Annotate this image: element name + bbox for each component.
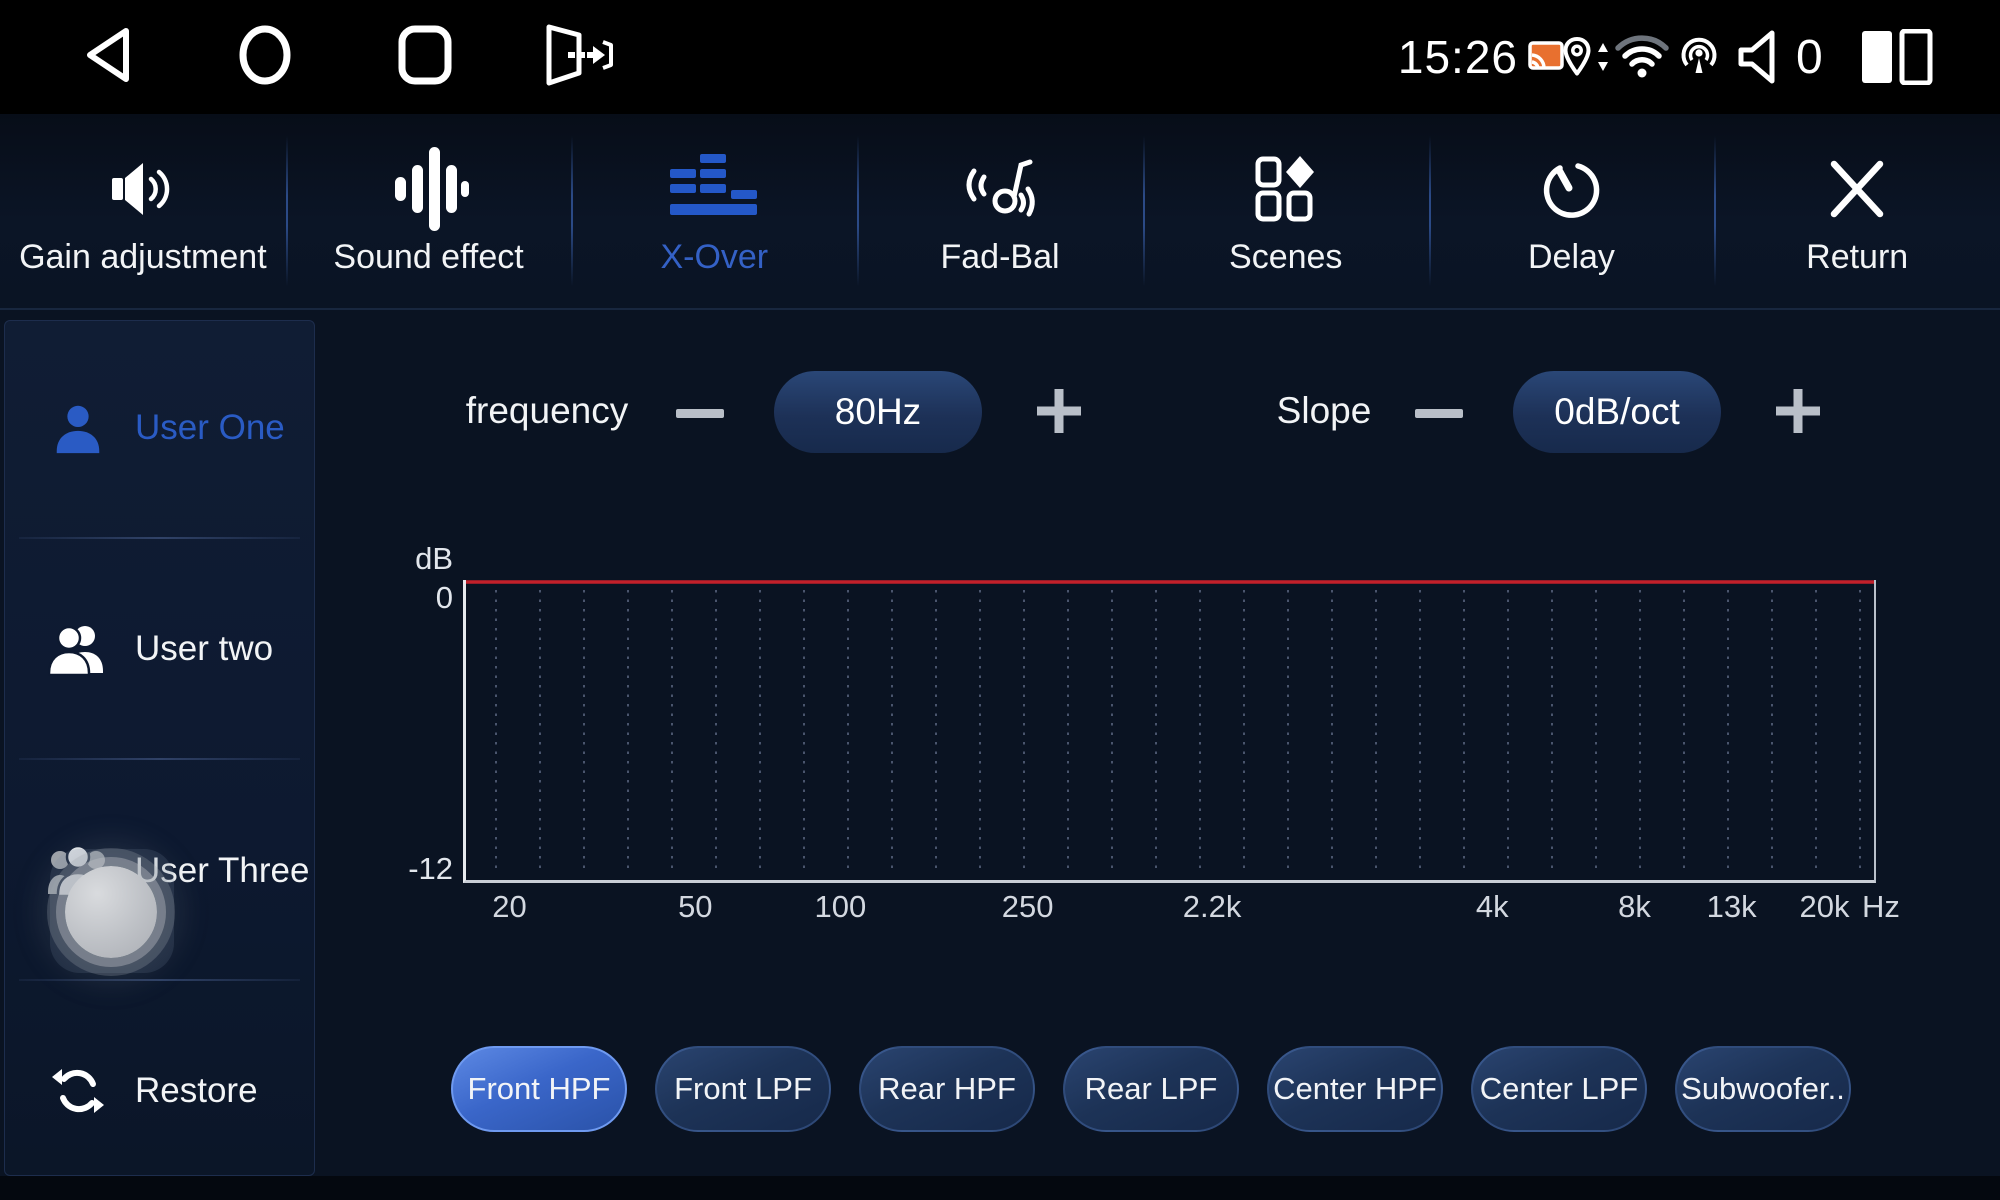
- filter-subwoofer-button[interactable]: Subwoofer..: [1675, 1046, 1851, 1132]
- tab-gain-adjustment[interactable]: Gain adjustment: [0, 114, 286, 308]
- minus-icon: [676, 408, 724, 418]
- chart-plot: [466, 580, 1874, 872]
- tab-label: Return: [1806, 237, 1909, 276]
- divider: [19, 537, 300, 539]
- filter-rear-lpf-button[interactable]: Rear LPF: [1063, 1046, 1239, 1132]
- tab-delay[interactable]: Delay: [1428, 114, 1715, 308]
- home-button[interactable]: [210, 0, 320, 114]
- tab-label: Delay: [1527, 237, 1615, 276]
- sidebar-item-label: User One: [135, 408, 285, 447]
- slope-increase-button[interactable]: [1766, 381, 1830, 445]
- filter-center-lpf-button[interactable]: Center LPF: [1471, 1046, 1647, 1132]
- exit-app-button[interactable]: [522, 0, 632, 114]
- tab-label: Scenes: [1229, 237, 1343, 276]
- tab-x-over[interactable]: X-Over: [571, 114, 857, 308]
- filter-front-lpf-button[interactable]: Front LPF: [655, 1046, 831, 1132]
- sidebar-item-user-one[interactable]: User One: [5, 373, 314, 483]
- slope-decrease-button[interactable]: [1407, 381, 1471, 445]
- frequency-value-pill: 80Hz: [774, 371, 982, 453]
- frequency-label: frequency: [465, 390, 629, 431]
- tab-sound-effect[interactable]: Sound effect: [285, 114, 572, 308]
- tab-return[interactable]: Return: [1714, 114, 2000, 308]
- x-axis-tick-label: 50: [678, 889, 713, 924]
- clock: 15:26: [1397, 31, 1518, 83]
- back-button[interactable]: [52, 0, 162, 114]
- x-axis-tick-label: 20k: [1799, 889, 1850, 924]
- sidebar-item-label: User Three: [135, 851, 310, 890]
- sidebar-item-restore[interactable]: Restore: [5, 1036, 314, 1146]
- tab-fad-bal[interactable]: Fad-Bal: [857, 114, 1143, 308]
- crossover-bars-icon: [668, 146, 760, 232]
- tab-label: Gain adjustment: [19, 237, 267, 276]
- grid-diamond-icon: [1253, 146, 1319, 232]
- updown-arrows-icon: [1596, 0, 1610, 114]
- sidebar-item-label: User two: [135, 629, 274, 668]
- back-icon: [80, 25, 134, 90]
- tab-label: X-Over: [660, 237, 769, 276]
- tab-scenes[interactable]: Scenes: [1142, 114, 1429, 308]
- x-axis-tick-label: 20: [492, 889, 527, 924]
- speaker-icon: [110, 146, 176, 232]
- home-icon: [235, 22, 295, 93]
- equalizer-bars-icon: [389, 146, 469, 232]
- plus-icon: [1032, 384, 1086, 443]
- user-two-icon: [45, 621, 111, 677]
- frequency-decrease-button[interactable]: [668, 381, 732, 445]
- sidebar-item-user-two[interactable]: User two: [5, 594, 314, 704]
- filter-center-hpf-button[interactable]: Center HPF: [1267, 1046, 1443, 1132]
- x-axis: 20 50 100 250 2.2k 4k 8k 13k 20k: [463, 889, 1871, 931]
- status-bar: 15:26: [0, 0, 2000, 114]
- x-axis-tick-label: 4k: [1475, 889, 1509, 924]
- x-axis-unit-label: Hz: [1862, 889, 1900, 924]
- recents-icon: [396, 23, 454, 92]
- sidebar-panel: User One User two: [4, 320, 315, 1176]
- minus-icon: [1415, 408, 1463, 418]
- volume-icon: [1736, 0, 1792, 114]
- chart-area: [463, 580, 1876, 883]
- filter-button-row: Front HPF Front LPF Rear HPF Rear LPF Ce…: [451, 1046, 1851, 1132]
- timer-icon: [1538, 146, 1604, 232]
- filter-front-hpf-button[interactable]: Front HPF: [451, 1046, 627, 1132]
- divider: [19, 758, 300, 760]
- sidebar-item-label: Restore: [135, 1071, 258, 1110]
- plus-icon: [1771, 384, 1825, 443]
- frequency-increase-button[interactable]: [1027, 381, 1091, 445]
- tab-label: Sound effect: [333, 237, 524, 276]
- exit-app-icon: [541, 23, 613, 92]
- filter-rear-hpf-button[interactable]: Rear HPF: [859, 1046, 1035, 1132]
- split-screen-icon: [1858, 0, 1934, 114]
- y-axis-unit-label: dB: [415, 541, 453, 576]
- cast-icon: [1528, 0, 1564, 114]
- music-note-arcs-icon: [958, 146, 1042, 232]
- slope-label: Slope: [1276, 390, 1372, 431]
- location-icon: [1562, 0, 1592, 114]
- close-x-icon: [1824, 146, 1890, 232]
- x-axis-tick-label: 250: [1001, 889, 1054, 924]
- y-axis-tick-label: -12: [408, 851, 453, 886]
- user-one-icon: [45, 400, 111, 456]
- restore-icon: [45, 1063, 111, 1119]
- touch-indicator-pointer: [65, 866, 157, 958]
- tab-label: Fad-Bal: [940, 237, 1060, 276]
- slope-value-pill: 0dB/oct: [1513, 371, 1721, 453]
- x-axis-tick-label: 13k: [1706, 889, 1757, 924]
- x-axis-tick-label: 2.2k: [1182, 889, 1242, 924]
- x-axis-tick-label: 8k: [1618, 889, 1651, 924]
- x-axis-tick-label: 100: [814, 889, 867, 924]
- volume-level: 0: [1796, 30, 1823, 84]
- recents-button[interactable]: [370, 0, 480, 114]
- tab-bar: Gain adjustment Sound effect: [0, 114, 2000, 310]
- y-axis-tick-label: 0: [435, 580, 453, 615]
- divider: [19, 979, 300, 981]
- hotspot-icon: [1678, 0, 1720, 114]
- wifi-icon: [1614, 0, 1670, 114]
- bottom-bar: [0, 1176, 2000, 1200]
